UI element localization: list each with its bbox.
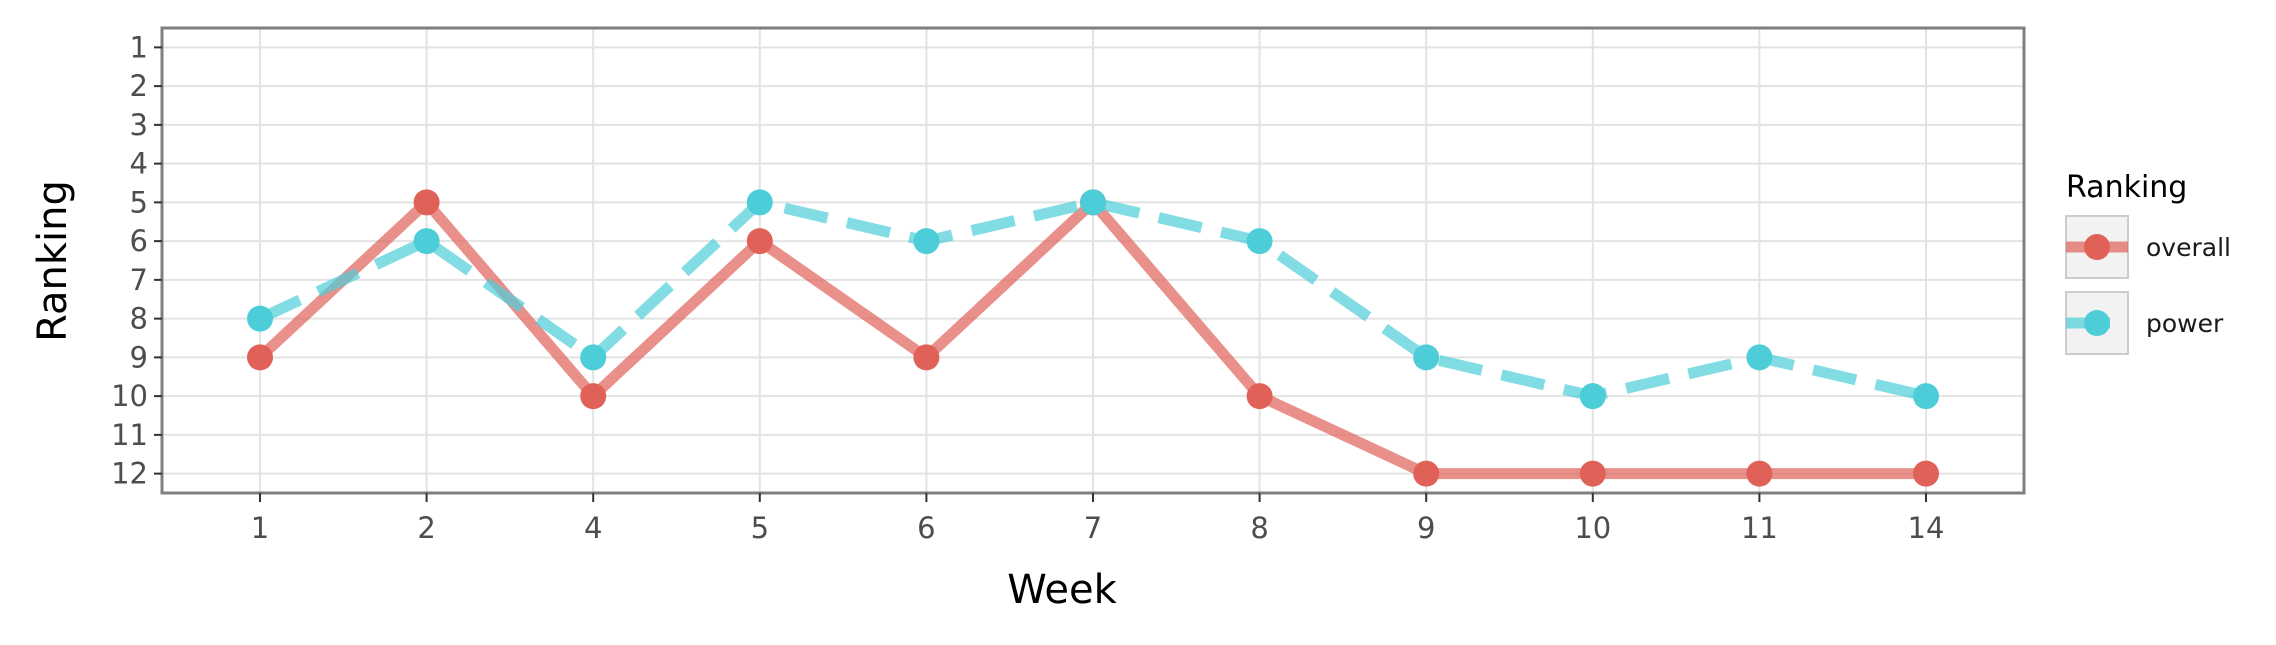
x-tick-label: 7 xyxy=(1084,511,1102,545)
x-tick-label: 10 xyxy=(1574,511,1611,545)
y-tick-label: 4 xyxy=(130,147,148,181)
data-point-power xyxy=(913,228,940,255)
data-point-power xyxy=(1913,383,1939,410)
data-point-power xyxy=(1413,344,1440,371)
y-tick-label: 9 xyxy=(130,340,148,374)
y-tick-label: 6 xyxy=(130,224,148,258)
x-tick-label: 8 xyxy=(1250,511,1268,545)
data-point-overall xyxy=(1746,460,1773,487)
legend: Ranking overall power xyxy=(2065,170,2231,355)
x-tick-label: 4 xyxy=(584,511,602,545)
series-line-power xyxy=(257,196,1928,402)
x-tick-label: 1 xyxy=(251,511,269,545)
data-point-overall xyxy=(247,344,273,371)
legend-label-overall: overall xyxy=(2146,233,2231,262)
data-points xyxy=(247,189,1939,487)
x-tick-label: 9 xyxy=(1417,511,1435,545)
y-tick-label: 12 xyxy=(111,457,148,491)
y-tick-label: 11 xyxy=(111,418,148,452)
y-tick-label: 5 xyxy=(130,185,148,219)
data-point-overall xyxy=(413,189,440,216)
data-point-overall xyxy=(580,383,607,410)
x-tick-label: 14 xyxy=(1908,511,1945,545)
data-point-power xyxy=(746,189,773,216)
x-axis-title: Week xyxy=(1007,567,1117,613)
y-axis-title: Ranking xyxy=(30,180,76,342)
data-point-power xyxy=(413,228,440,255)
x-tick-label: 2 xyxy=(417,511,435,545)
y-tick-label: 10 xyxy=(111,379,148,413)
legend-point-power xyxy=(2084,310,2110,336)
data-point-power xyxy=(1579,383,1606,410)
x-tick-label: 5 xyxy=(751,511,769,545)
data-point-overall xyxy=(746,228,773,255)
data-point-power xyxy=(1246,228,1273,255)
y-tick-label: 8 xyxy=(130,302,148,336)
data-point-overall xyxy=(1913,460,1939,487)
data-point-overall xyxy=(1246,383,1273,410)
data-point-power xyxy=(247,305,273,332)
data-point-overall xyxy=(1413,460,1440,487)
y-tick-label: 2 xyxy=(130,69,148,103)
data-point-overall xyxy=(1579,460,1606,487)
legend-title: Ranking xyxy=(2066,170,2187,205)
y-tick-label: 7 xyxy=(130,263,148,297)
data-point-power xyxy=(1080,189,1106,216)
gridlines xyxy=(162,28,2024,493)
x-tick-label: 11 xyxy=(1741,511,1778,545)
data-point-power xyxy=(580,344,607,371)
legend-point-overall xyxy=(2084,234,2110,260)
data-point-power xyxy=(1746,344,1773,371)
y-tick-label: 3 xyxy=(130,108,148,142)
data-point-overall xyxy=(913,344,940,371)
y-tick-label: 1 xyxy=(130,30,148,64)
x-tick-label: 6 xyxy=(917,511,935,545)
legend-label-power: power xyxy=(2146,309,2224,338)
